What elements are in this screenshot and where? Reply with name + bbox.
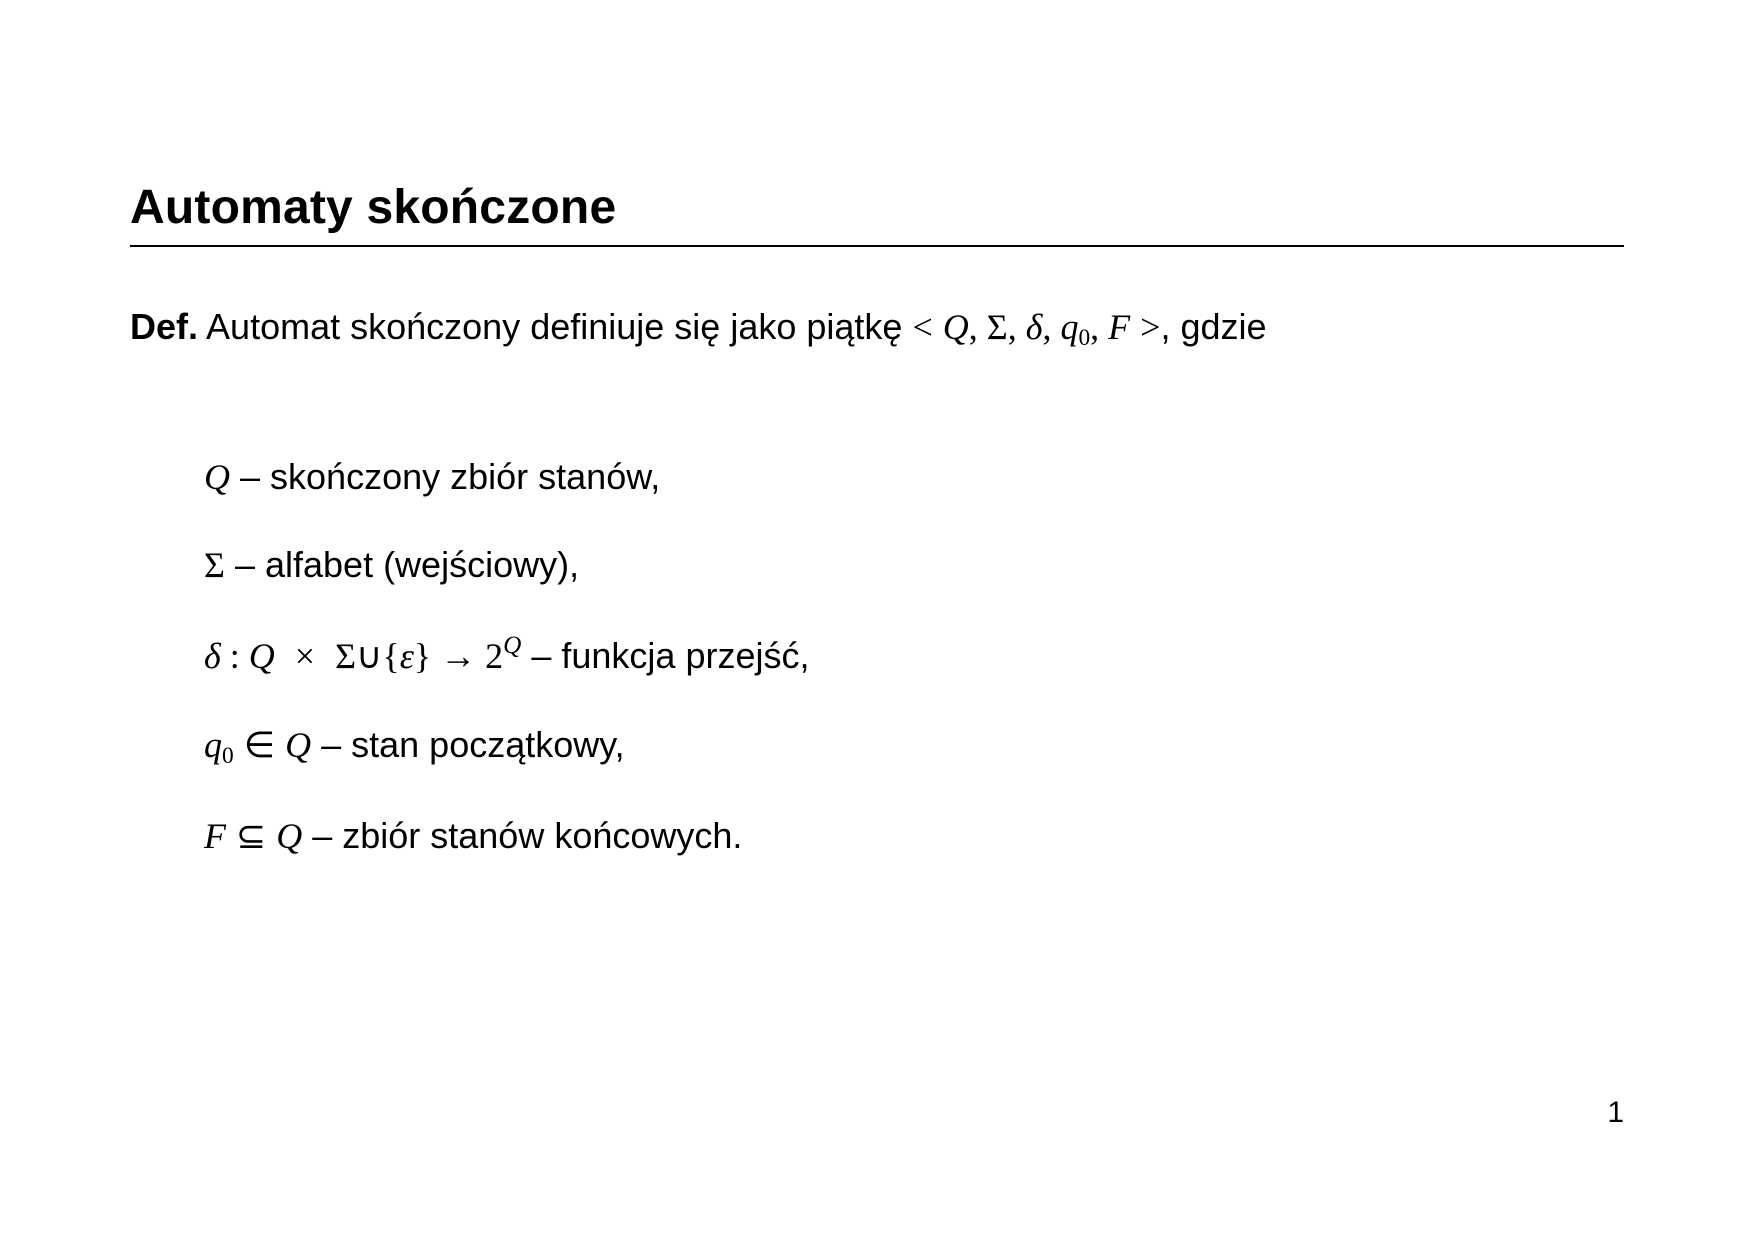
cup-symbol: ∪ xyxy=(356,637,382,677)
delta-Q: Q xyxy=(249,637,275,677)
tuple-sep-4: , xyxy=(1090,307,1108,347)
tuple-sep-3: , xyxy=(1042,307,1060,347)
sym-q: q xyxy=(204,725,222,765)
definition-line: Def. Automat skończony definiuje się jak… xyxy=(130,303,1624,354)
tuple-close: > xyxy=(1140,307,1160,347)
q0-Q: Q xyxy=(285,725,311,765)
desc-F: – zbiór stanów końcowych. xyxy=(302,815,742,856)
page-title: Automaty skończone xyxy=(130,180,1624,247)
sym-Q: Q xyxy=(204,457,230,497)
tuple-open: < xyxy=(912,307,932,347)
def-text-before: Automat skończony definiuje się jako pią… xyxy=(198,306,912,347)
sym-delta: δ xyxy=(204,637,221,677)
F-Q: Q xyxy=(276,816,302,856)
delta-Sigma: Σ xyxy=(335,637,356,677)
subset-symbol: ⊆ xyxy=(236,816,266,856)
item-Q: Q – skończony zbiór stanów, xyxy=(204,454,1624,500)
desc-Q: – skończony zbiór stanów, xyxy=(230,456,660,497)
tuple-Sigma: Σ xyxy=(987,307,1008,347)
lbrace: { xyxy=(382,637,399,677)
tuple-Q: Q xyxy=(943,307,969,347)
tuple-sep-1: , xyxy=(969,307,987,347)
def-text-after: , gdzie xyxy=(1160,306,1266,347)
item-delta: δ : Q × Σ∪{ε} → 2Q – funkcja przejść, xyxy=(204,630,1624,679)
slide-page: Automaty skończone Def. Automat skończon… xyxy=(0,0,1754,1240)
item-F: F ⊆ Q – zbiór stanów końcowych. xyxy=(204,813,1624,859)
sym-F: F xyxy=(204,816,226,856)
item-Sigma: Σ – alfabet (wejściowy), xyxy=(204,542,1624,588)
delta-colon: : xyxy=(221,637,249,677)
rbrace: } xyxy=(414,637,431,677)
tuple-q: q xyxy=(1060,307,1078,347)
definition-items: Q – skończony zbiór stanów, Σ – alfabet … xyxy=(130,454,1624,858)
arrow-symbol: → xyxy=(431,637,485,677)
epsilon: ε xyxy=(400,637,414,677)
times-symbol: × xyxy=(295,637,315,677)
def-label: Def. xyxy=(130,306,198,347)
in-symbol: ∈ xyxy=(244,725,275,765)
page-number: 1 xyxy=(1607,1096,1624,1130)
sym-q-sub: 0 xyxy=(222,742,234,768)
two: 2 xyxy=(485,637,503,677)
sym-Sigma: Σ xyxy=(204,545,225,585)
desc-q0: – stan początkowy, xyxy=(311,724,625,765)
desc-Sigma: – alfabet (wejściowy), xyxy=(225,544,579,585)
tuple-F: F xyxy=(1108,307,1130,347)
sup-Q: Q xyxy=(503,632,521,659)
tuple-delta: δ xyxy=(1026,307,1043,347)
tuple-q-sub: 0 xyxy=(1078,325,1090,351)
tuple-sep-2: , xyxy=(1008,307,1026,347)
item-q0: q0 ∈ Q – stan początkowy, xyxy=(204,722,1624,771)
desc-delta: – funkcja przejść, xyxy=(521,636,809,677)
